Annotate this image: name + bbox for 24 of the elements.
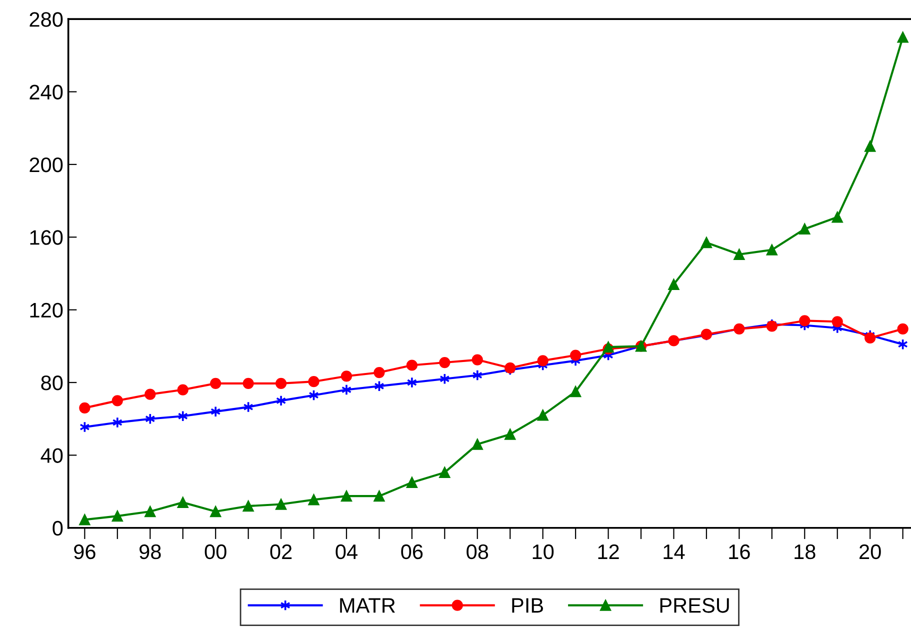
y-tick-label: 240 — [30, 84, 63, 100]
legend-label: MATR — [340, 598, 395, 613]
x-tick-label: 14 — [664, 544, 685, 559]
x-tick-label: 10 — [532, 544, 554, 560]
x-tick-label: 02 — [270, 544, 292, 560]
y-tick-label: 280 — [30, 12, 63, 27]
x-tick-label: 20 — [860, 544, 881, 560]
x-tick-label: 16 — [729, 544, 750, 560]
x-tick-label: 06 — [401, 544, 423, 560]
y-tick-label: 120 — [30, 302, 63, 318]
legend-label: PIB — [512, 598, 543, 613]
x-tick-label: 18 — [794, 544, 816, 560]
y-tick-label: 160 — [30, 230, 63, 245]
x-tick-label: 08 — [466, 544, 488, 560]
x-tick-label: 00 — [204, 544, 226, 560]
x-tick-label: 96 — [74, 544, 96, 560]
legend-label: PRESU — [660, 598, 729, 613]
y-tick-label: 40 — [40, 448, 63, 463]
y-tick-label: 0 — [52, 520, 63, 536]
x-tick-label: 04 — [336, 544, 358, 560]
x-tick-label: 12 — [598, 544, 619, 559]
y-tick-label: 200 — [30, 157, 63, 172]
x-tick-label: 98 — [140, 544, 161, 560]
y-tick-label: 80 — [41, 376, 63, 390]
